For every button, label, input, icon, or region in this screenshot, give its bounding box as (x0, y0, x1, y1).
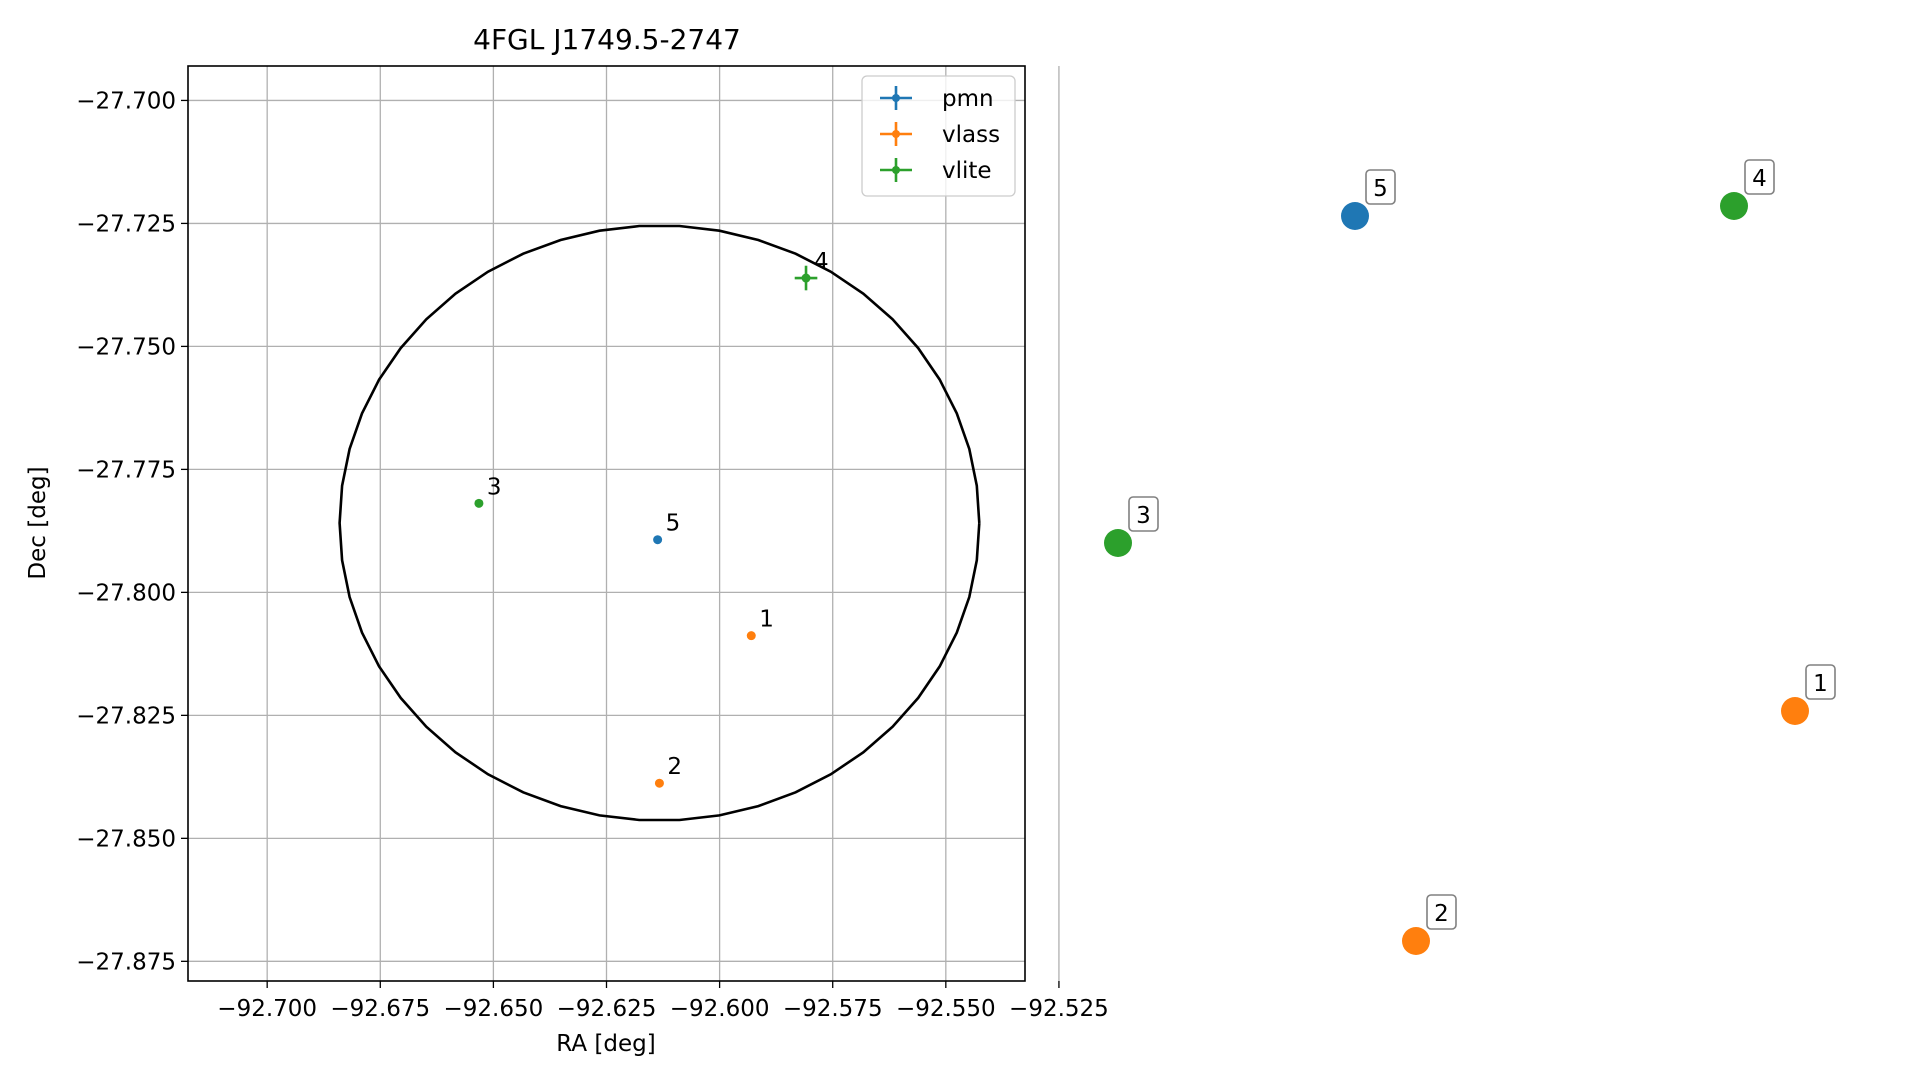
side-label: 3 (1136, 503, 1151, 529)
error-ellipse-layer (338, 224, 981, 822)
legend: pmn vlass vlite (861, 75, 1016, 197)
y-tick-label: −27.800 (76, 580, 176, 606)
y-tick-label: −27.850 (76, 826, 176, 852)
side-point-1 (1781, 697, 1809, 725)
side-label: 2 (1434, 901, 1449, 927)
x-tick-label: −92.650 (444, 996, 544, 1022)
x-tick-label: −92.625 (557, 996, 657, 1022)
x-tick-label: −92.600 (670, 996, 770, 1022)
side-label-box (1426, 894, 1457, 930)
side-label-box (1128, 496, 1159, 532)
point-pmn-5 (653, 535, 663, 545)
grid (188, 66, 1060, 981)
side-label-box (1805, 664, 1836, 700)
y-axis-ticks: −27.700 −27.725 −27.750 −27.775 −27.800 −27.8… (76, 88, 188, 975)
side-label: 1 (1813, 671, 1828, 697)
side-label-box (1365, 169, 1396, 205)
legend-marker (892, 166, 900, 174)
legend-entry-vlite: vlite (942, 158, 992, 184)
side-label-box (1744, 159, 1775, 195)
point-vlite-4 (801, 273, 811, 283)
side-point-3 (1104, 529, 1132, 557)
legend-entry-vlass: vlass (942, 122, 1000, 148)
point-vlite-3 (474, 498, 484, 508)
point-vlass-2 (654, 778, 664, 788)
legend-marker (892, 130, 900, 138)
side-panel: 5 4 3 1 2 (1104, 159, 1836, 955)
point-label: 3 (487, 474, 502, 500)
x-tick-label: −92.675 (330, 996, 430, 1022)
point-vlass-1 (746, 631, 756, 641)
legend-frame (861, 75, 1016, 197)
point-label: 2 (667, 754, 682, 780)
x-axis-ticks: −92.700 −92.675 −92.650 −92.625 −92.600 −92.5… (217, 981, 1109, 1022)
y-tick-label: −27.725 (76, 211, 176, 237)
point-label: 4 (814, 249, 829, 275)
y-axis-label: Dec [deg] (25, 466, 51, 579)
side-point-2 (1402, 927, 1430, 955)
error-ellipse (338, 224, 981, 822)
x-tick-label: −92.700 (217, 996, 317, 1022)
side-label: 5 (1373, 176, 1388, 202)
data-points: 5 1 2 3 4 (474, 249, 829, 788)
point-label: 1 (759, 607, 774, 633)
y-tick-label: −27.700 (76, 88, 176, 114)
x-tick-label: −92.575 (783, 996, 883, 1022)
y-tick-label: −27.875 (76, 949, 176, 975)
side-label: 4 (1752, 166, 1767, 192)
y-tick-label: −27.825 (76, 703, 176, 729)
y-tick-label: −27.775 (76, 457, 176, 483)
point-label: 5 (666, 511, 681, 537)
side-point-4 (1720, 192, 1748, 220)
x-tick-label: −92.525 (1009, 996, 1109, 1022)
y-tick-label: −27.750 (76, 334, 176, 360)
x-tick-label: −92.550 (896, 996, 996, 1022)
legend-entry-pmn: pmn (942, 86, 994, 112)
legend-marker (892, 94, 900, 102)
chart-title: 4FGL J1749.5-2747 (473, 23, 741, 56)
side-point-5 (1341, 202, 1369, 230)
x-axis-label: RA [deg] (556, 1031, 655, 1057)
